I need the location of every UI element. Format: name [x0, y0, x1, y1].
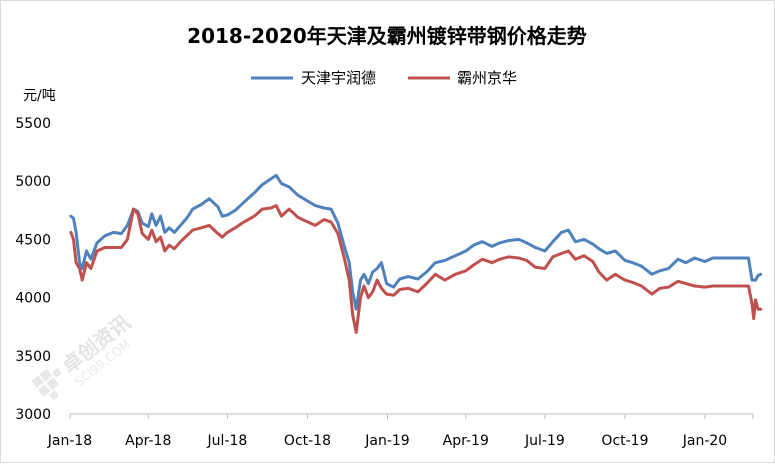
y-axis-unit-label: 元/吨	[23, 88, 56, 104]
series-line-2	[69, 204, 763, 334]
series-lines	[69, 173, 763, 334]
x-tick-label: Jul-18	[207, 433, 248, 449]
y-tick-label: 5500	[15, 116, 51, 132]
x-tick-label: Oct-19	[601, 433, 648, 449]
x-tick-label: Jul-19	[524, 433, 565, 449]
x-tick-label: Apr-18	[125, 433, 171, 449]
y-tick-label: 5000	[15, 174, 51, 190]
legend-label-1: 天津宇润德	[301, 69, 376, 87]
x-tick-label: Jan-18	[47, 433, 92, 449]
chart-legend: 天津宇润德 霸州京华	[251, 69, 517, 87]
legend-label-2: 霸州京华	[457, 69, 517, 87]
y-tick-label: 3500	[15, 349, 51, 365]
x-tick-label: Oct-18	[284, 433, 331, 449]
x-tick-label: Jan-20	[682, 433, 727, 449]
x-tick-label: Apr-19	[443, 433, 489, 449]
y-tick-label: 4000	[15, 291, 51, 307]
y-tick-label: 4500	[15, 232, 51, 248]
x-tick-label: Jan-19	[364, 433, 409, 449]
series-line-1	[69, 173, 763, 311]
chart-title: 2018-2020年天津及霸州镀锌带钢价格走势	[187, 24, 587, 48]
x-axis: Jan-18 Apr-18 Jul-18 Oct-18 Jan-19 Apr-19 Jul-…	[47, 413, 754, 449]
y-tick-label: 3000	[15, 407, 51, 423]
y-axis: 3000 3500 4000 4500 5000 5500	[15, 116, 51, 423]
